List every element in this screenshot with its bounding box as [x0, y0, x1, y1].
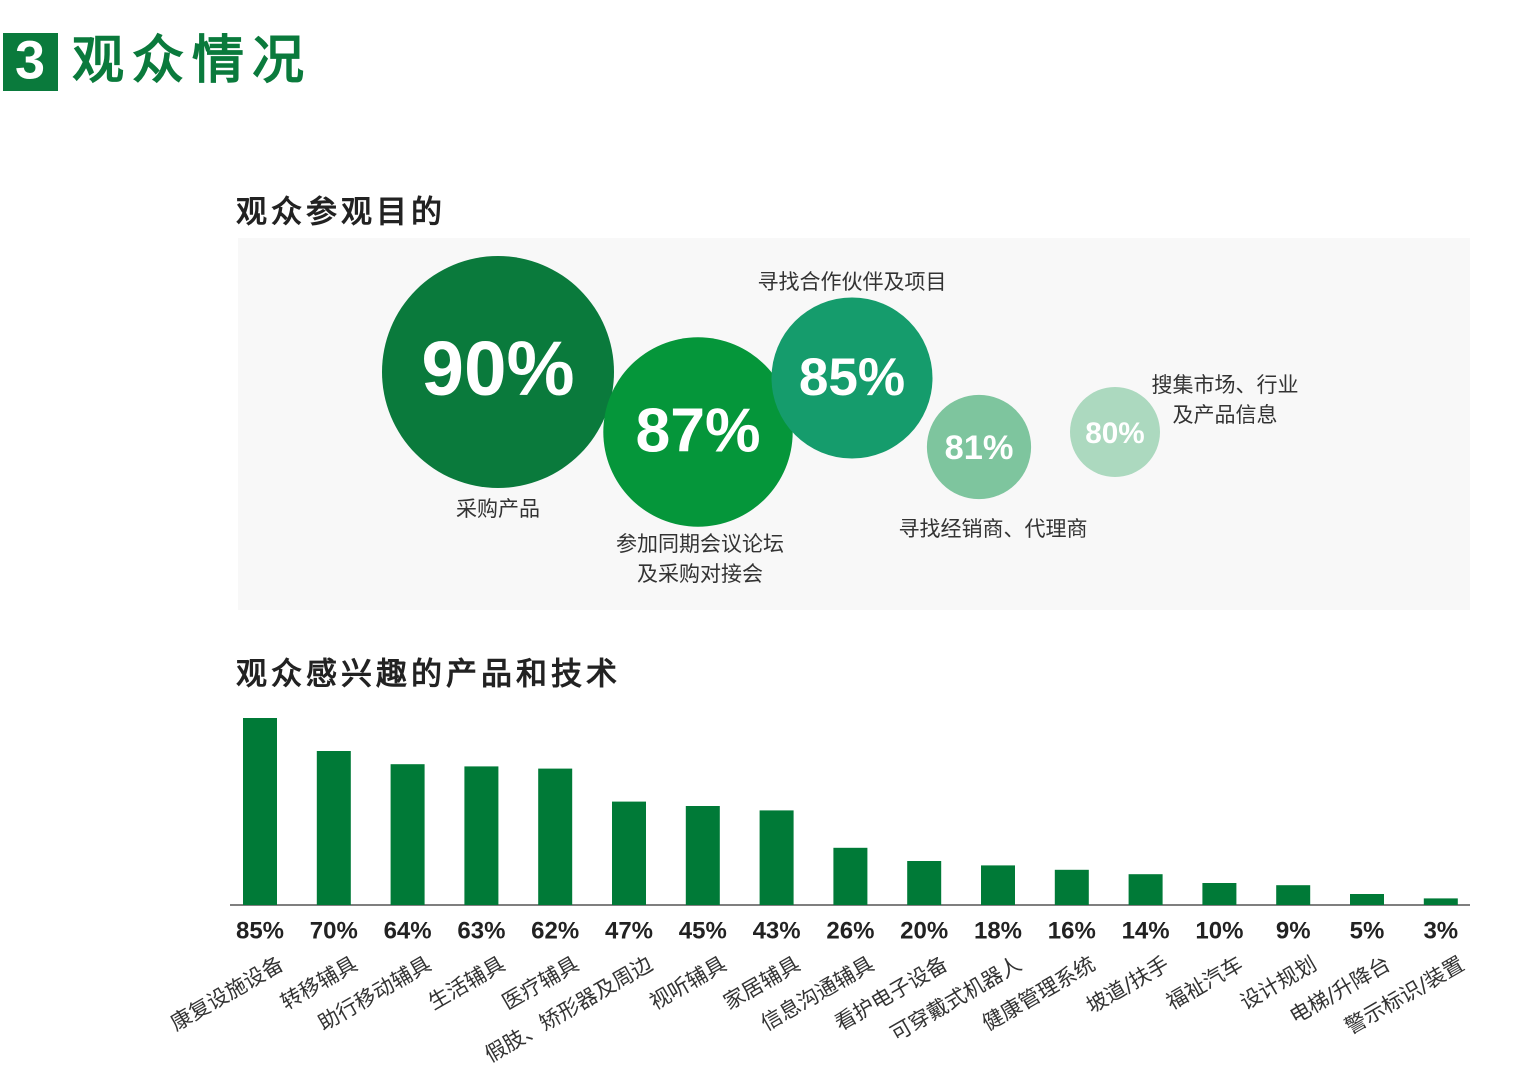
x-tick-label: 坡道/扶手 — [1082, 952, 1173, 1018]
bar — [243, 718, 277, 905]
value-label: 85% — [799, 348, 905, 407]
bar — [1350, 894, 1384, 905]
chart-title: 观众感兴趣的产品和技术 — [236, 657, 621, 693]
category-label: 及采购对接会 — [637, 562, 763, 586]
bar — [1128, 874, 1163, 905]
value-label: 20% — [900, 917, 948, 944]
x-tick-label: 生活辅具 — [424, 952, 509, 1015]
bar — [612, 801, 646, 905]
value-label: 62% — [531, 917, 579, 944]
value-label: 5% — [1350, 917, 1385, 944]
value-label: 26% — [826, 917, 874, 944]
x-tick-label: 视听辅具 — [646, 952, 731, 1015]
bubble — [603, 337, 793, 527]
header-badge — [3, 33, 58, 91]
value-label: 9% — [1276, 917, 1311, 944]
value-label: 43% — [753, 917, 801, 944]
bar — [1276, 885, 1311, 905]
bubble — [771, 297, 933, 459]
bar — [1202, 883, 1237, 905]
category-label: 及产品信息 — [1173, 403, 1278, 427]
bar — [759, 810, 794, 905]
bar — [1423, 898, 1458, 905]
bubble — [926, 394, 1032, 500]
header-number: 3 — [15, 30, 45, 90]
value-label: 47% — [605, 917, 653, 944]
value-label: 87% — [635, 396, 760, 466]
bubble — [1070, 387, 1160, 477]
bar — [464, 766, 499, 905]
x-tick-label: 福祉汽车 — [1162, 952, 1247, 1015]
value-label: 3% — [1423, 917, 1458, 944]
bar — [685, 806, 720, 905]
bar — [316, 751, 351, 905]
value-label: 70% — [310, 917, 358, 944]
category-label: 寻找经销商、代理商 — [899, 517, 1088, 541]
category-label: 寻找合作伙伴及项目 — [758, 270, 947, 294]
bubble — [382, 256, 614, 488]
value-label: 14% — [1122, 917, 1170, 944]
value-label: 81% — [945, 429, 1014, 467]
header-title: 观众情况 — [72, 31, 312, 91]
value-label: 18% — [974, 917, 1022, 944]
bar — [538, 768, 573, 905]
value-label: 10% — [1195, 917, 1243, 944]
value-label: 80% — [1085, 417, 1144, 450]
value-label: 64% — [384, 917, 432, 944]
x-tick-label: 康复设施设备 — [166, 952, 287, 1036]
value-label: 85% — [236, 917, 284, 944]
value-label: 16% — [1048, 917, 1096, 944]
category-label: 搜集市场、行业 — [1152, 373, 1299, 397]
bar — [1054, 869, 1089, 905]
chart-title: 观众参观目的 — [236, 195, 446, 231]
bar — [390, 764, 425, 905]
bar — [907, 861, 942, 905]
category-label: 参加同期会议论坛 — [616, 532, 784, 556]
bar — [833, 847, 868, 905]
value-label: 63% — [457, 917, 505, 944]
category-label: 采购产品 — [456, 497, 540, 521]
value-label: 90% — [421, 327, 574, 412]
bar — [981, 865, 1015, 905]
value-label: 45% — [679, 917, 727, 944]
